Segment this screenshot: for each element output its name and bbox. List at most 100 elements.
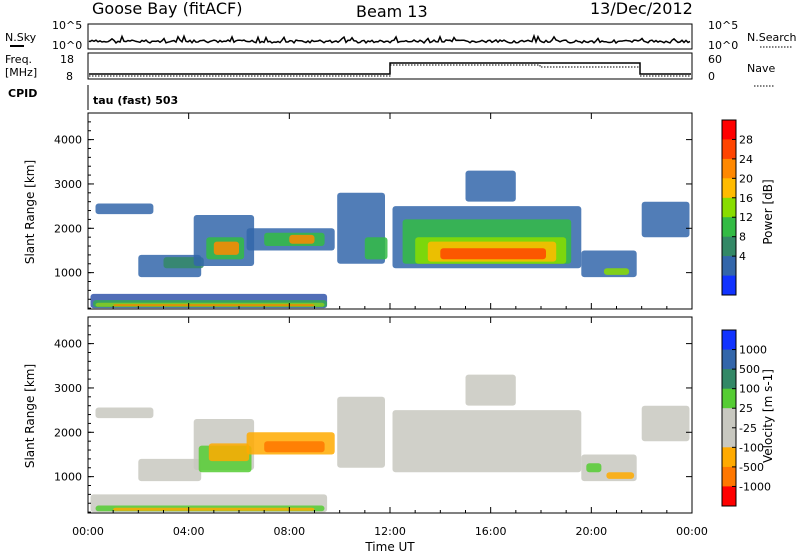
power-panel: 1000 2000 3000 4000 Slant Range [km] 28 24 20… bbox=[23, 112, 775, 310]
scatter-patch bbox=[289, 234, 315, 244]
x-tick-label: 04:00 bbox=[173, 525, 205, 538]
scatter-patch bbox=[95, 203, 154, 215]
freq-tick-top: 18 bbox=[60, 53, 74, 66]
nsearch-tick-top: 10^5 bbox=[708, 19, 738, 32]
power-ylabel: Slant Range [km] bbox=[23, 160, 37, 264]
nsky-tick-bottom: 10^0 bbox=[52, 39, 82, 52]
freq-trace bbox=[89, 62, 691, 75]
scatter-patch bbox=[603, 268, 630, 275]
colorbar-segment bbox=[722, 217, 736, 238]
colorbar-tick-label: 500 bbox=[739, 363, 760, 376]
colorbar-segment bbox=[722, 178, 736, 199]
scatter-patch bbox=[113, 304, 315, 307]
x-tick-label: 16:00 bbox=[475, 525, 507, 538]
velocity-ylabel: Slant Range [km] bbox=[23, 364, 37, 468]
colorbar-tick-label: 100 bbox=[739, 383, 760, 396]
scatter-patch bbox=[364, 237, 388, 260]
nsky-label: N.Sky bbox=[5, 31, 37, 44]
y-tick-label: 4000 bbox=[54, 134, 82, 147]
freq-label: Freq. bbox=[5, 53, 32, 66]
colorbar-segment bbox=[722, 369, 736, 390]
colorbar-tick-label: 8 bbox=[739, 231, 746, 244]
scatter-patch bbox=[95, 407, 154, 419]
freq-tick-bottom: 8 bbox=[66, 70, 73, 83]
scatter-patch bbox=[264, 441, 325, 453]
x-tick-label: 00:00 bbox=[72, 525, 104, 538]
scatter-patch bbox=[440, 248, 546, 260]
nsky-tick-top: 10^5 bbox=[52, 19, 82, 32]
power-patches bbox=[90, 170, 690, 309]
nave-tick-top: 60 bbox=[708, 53, 722, 66]
colorbar-frame bbox=[721, 119, 737, 296]
power-frame bbox=[87, 112, 693, 310]
velocity-colorbar: 1000 500 100 25 -25 -100 -500 -1000 bbox=[721, 329, 771, 507]
freq-strip: Freq. [MHz] 18 8 60 0 Nave bbox=[5, 52, 775, 87]
x-tick-label: 12:00 bbox=[374, 525, 406, 538]
colorbar-segment bbox=[722, 466, 736, 487]
cpid-value: tau (fast) 503 bbox=[93, 94, 178, 107]
x-tick-label: 20:00 bbox=[575, 525, 607, 538]
scatter-patch bbox=[641, 201, 690, 238]
freq-unit: [MHz] bbox=[5, 66, 37, 79]
colorbar-segment bbox=[722, 139, 736, 160]
scatter-patch bbox=[606, 472, 635, 479]
cpid-label: CPID bbox=[8, 87, 37, 100]
scatter-patch bbox=[641, 405, 690, 442]
colorbar-tick-label: -500 bbox=[739, 461, 764, 474]
scatter-patch bbox=[213, 241, 239, 255]
scatter-patch bbox=[465, 170, 516, 202]
y-tick-label: 3000 bbox=[54, 382, 82, 395]
colorbar-tick-label: 24 bbox=[739, 153, 753, 166]
colorbar-segment bbox=[722, 120, 736, 140]
colorbar-segment bbox=[722, 275, 736, 296]
colorbar-tick-label: 20 bbox=[739, 172, 753, 185]
y-tick-label: 2000 bbox=[54, 222, 82, 235]
x-tick-label: 08:00 bbox=[273, 525, 305, 538]
x-axis: 00:00 04:00 08:00 12:00 16:00 20:00 00:00 bbox=[72, 113, 708, 538]
power-colorbar: 28 24 20 16 12 8 4 bbox=[721, 119, 753, 296]
x-tick-label: 00:00 bbox=[676, 525, 708, 538]
scatter-patch bbox=[208, 443, 250, 462]
colorbar-segment bbox=[722, 256, 736, 276]
velocity-panel: 1000 2000 3000 4000 Slant Range [km] 1000 50… bbox=[23, 316, 775, 514]
y-tick-label: 1000 bbox=[54, 267, 82, 280]
nsearch-tick-bottom: 10^0 bbox=[708, 39, 738, 52]
colorbar-segment bbox=[722, 388, 736, 409]
velocity-colorbar-label: Velocity [m s-1] bbox=[761, 369, 775, 463]
scatter-patch bbox=[138, 458, 202, 482]
colorbar-segment bbox=[722, 197, 736, 218]
nsky-trace bbox=[88, 33, 691, 45]
colorbar-segment bbox=[722, 486, 736, 507]
colorbar-segment bbox=[722, 158, 736, 179]
x-axis-label: Time UT bbox=[364, 540, 415, 554]
colorbar-segment bbox=[722, 427, 736, 448]
y-tick-label: 3000 bbox=[54, 178, 82, 191]
colorbar-tick-label: 28 bbox=[739, 133, 753, 146]
scatter-patch bbox=[337, 396, 385, 468]
y-tick-label: 2000 bbox=[54, 426, 82, 439]
colorbar-tick-label: 25 bbox=[739, 402, 753, 415]
colorbar-frame bbox=[721, 329, 737, 507]
nsearch-label: N.Search bbox=[747, 31, 797, 44]
colorbar-segment bbox=[722, 349, 736, 370]
velocity-frame bbox=[87, 316, 693, 514]
colorbar-segment bbox=[722, 408, 736, 429]
colorbar-segment bbox=[722, 447, 736, 468]
colorbar-tick-label: -100 bbox=[739, 441, 764, 454]
velocity-yticks: 1000 2000 3000 4000 bbox=[54, 325, 692, 513]
nave-trace bbox=[89, 64, 691, 77]
nsky-strip: N.Sky 10^5 10^0 10^5 10^0 N.Search bbox=[5, 19, 797, 52]
scatter-patch bbox=[392, 410, 582, 473]
colorbar-tick-label: 16 bbox=[739, 192, 753, 205]
nave-label: Nave bbox=[747, 62, 775, 75]
y-tick-label: 1000 bbox=[54, 471, 82, 484]
scatter-patch bbox=[465, 374, 516, 406]
date-title: 13/Dec/2012 bbox=[590, 0, 693, 18]
colorbar-segment bbox=[722, 236, 736, 257]
colorbar-tick-label: 12 bbox=[739, 211, 753, 224]
power-yticks: 1000 2000 3000 4000 bbox=[54, 121, 692, 309]
colorbar-segment bbox=[722, 330, 736, 351]
cpid-strip: CPID tau (fast) 503 bbox=[8, 85, 178, 110]
scatter-patch bbox=[586, 463, 602, 473]
